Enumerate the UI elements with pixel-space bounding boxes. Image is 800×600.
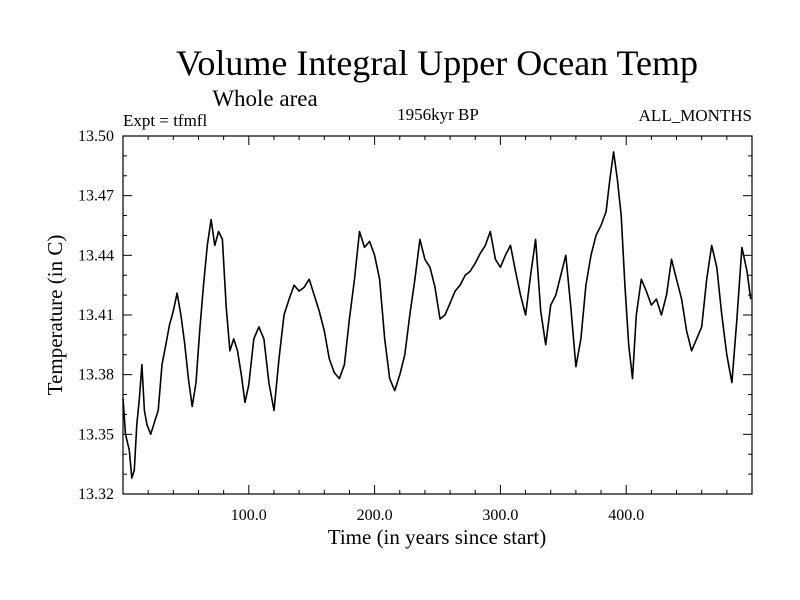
period-label: 1956kyr BP (397, 105, 479, 124)
x-axis-label: Time (in years since start) (328, 525, 547, 549)
chart-subtitle: Whole area (212, 86, 317, 111)
chart-title: Volume Integral Upper Ocean Temp (176, 43, 698, 83)
months-label: ALL_MONTHS (639, 106, 752, 125)
y-axis-tick-labels: 13.32 13.35 13.38 13.41 13.44 13.47 13.50 (78, 128, 114, 503)
plot-frame (122, 135, 753, 495)
y-tick-label: 13.50 (78, 128, 114, 145)
y-tick-label: 13.32 (78, 486, 114, 503)
y-tick-label: 13.44 (78, 247, 114, 264)
y-tick-label: 13.41 (78, 307, 114, 324)
experiment-label: Expt = tfmfl (123, 111, 207, 130)
y-tick-label: 13.35 (78, 426, 114, 443)
y-axis-label: Temperature (in C) (43, 235, 67, 396)
plot-area (122, 135, 753, 495)
y-tick-label: 13.47 (78, 188, 114, 205)
temperature-series-line (122, 151, 752, 479)
x-tick-label: 300.0 (482, 507, 518, 524)
y-tick-label: 13.38 (78, 367, 114, 384)
x-axis-tick-labels: 100.0 200.0 300.0 400.0 (231, 507, 644, 524)
x-tick-label: 400.0 (608, 507, 644, 524)
axis-ticks (123, 135, 752, 495)
x-tick-label: 100.0 (231, 507, 267, 524)
x-tick-label: 200.0 (357, 507, 393, 524)
